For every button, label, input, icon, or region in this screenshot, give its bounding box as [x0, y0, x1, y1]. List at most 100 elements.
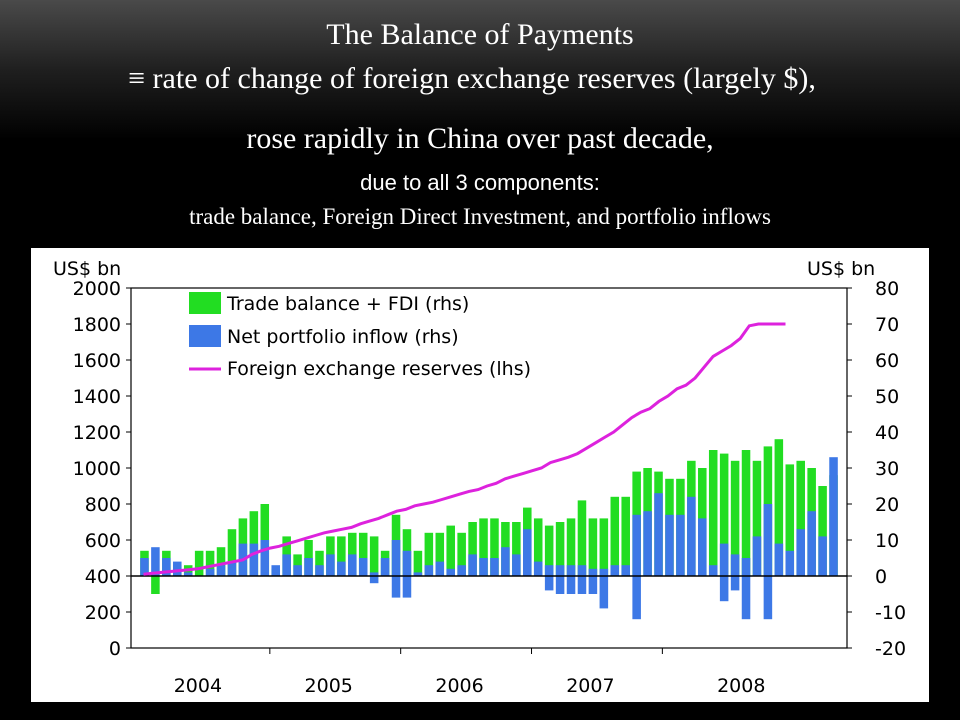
portfolio-bar [337, 561, 346, 576]
portfolio-bar [326, 554, 335, 576]
portfolio-bar [774, 543, 784, 576]
x-axis: 2004 2005 2006 2007 2008 [174, 648, 765, 697]
trade-fdi-bar [369, 536, 379, 576]
portfolio-bar [719, 543, 729, 576]
portfolio-outflow-bar [632, 576, 641, 620]
slide-subtitle-china: rose rapidly in China over past decade, [246, 122, 714, 155]
portfolio-bar [304, 558, 313, 576]
legend-label-reserves: Foreign exchange reserves (lhs) [227, 358, 531, 380]
portfolio-bar [293, 565, 302, 576]
right-tick-label: -20 [875, 638, 906, 660]
trade-fdi-bar [512, 522, 521, 576]
portfolio-bar [807, 511, 816, 576]
legend-swatch-trade [189, 292, 221, 314]
portfolio-bar [829, 457, 838, 576]
trade-fdi-bar [151, 576, 160, 594]
portfolio-outflow-bar [544, 576, 554, 591]
portfolio-bar [413, 572, 423, 576]
trade-fdi-bar [708, 450, 718, 576]
portfolio-bar [698, 518, 707, 576]
trade-fdi-bar [337, 536, 346, 576]
portfolio-bar [676, 514, 685, 576]
portfolio-outflow-bar [741, 576, 751, 620]
portfolio-bar [282, 554, 291, 576]
trade-fdi-bar [446, 525, 455, 576]
trade-fdi-bar [435, 532, 445, 576]
portfolio-bar [785, 550, 795, 576]
trade-fdi-bar [818, 486, 827, 576]
portfolio-bar [741, 558, 751, 576]
left-tick-label: 400 [85, 566, 121, 588]
right-tick-label: 60 [875, 350, 899, 372]
portfolio-outflow-bar [555, 576, 565, 594]
legend-label-portfolio: Net portfolio inflow (rhs) [227, 326, 459, 348]
portfolio-outflow-bar [402, 576, 412, 598]
portfolio-bar [610, 565, 620, 576]
trade-fdi-bar [621, 496, 630, 576]
portfolio-bar [162, 558, 171, 576]
portfolio-bar [205, 568, 215, 576]
left-tick-label: 600 [85, 530, 121, 552]
trade-fdi-bar [730, 460, 740, 576]
portfolio-bar [544, 565, 554, 576]
portfolio-bar [315, 565, 324, 576]
right-tick-label: 70 [875, 314, 899, 336]
left-tick-label: 1000 [73, 458, 121, 480]
trade-fdi-bar [194, 550, 204, 576]
trade-fdi-bar [479, 518, 488, 576]
portfolio-bar [730, 554, 740, 576]
trade-fdi-bar [413, 550, 423, 576]
trade-fdi-bar [566, 518, 576, 576]
x-tick-label: 2004 [174, 675, 222, 697]
trade-fdi-bar [555, 522, 565, 576]
portfolio-bar [479, 558, 488, 576]
trade-fdi-bar [249, 511, 259, 576]
portfolio-bar [227, 561, 237, 576]
trade-fdi-bar [577, 500, 587, 576]
trade-fdi-bar [315, 550, 324, 576]
portfolio-bar [577, 565, 587, 576]
portfolio-bar [654, 493, 663, 576]
portfolio-outflow-bar [763, 576, 773, 620]
portfolio-bar [391, 540, 401, 576]
x-tick-label: 2006 [435, 675, 483, 697]
trade-fdi-bar [358, 532, 368, 576]
portfolio-bar [632, 514, 641, 576]
portfolio-outflow-bar [588, 576, 598, 594]
portfolio-bar [523, 529, 532, 576]
portfolio-bar [643, 511, 652, 576]
portfolio-outflow-bar [719, 576, 729, 602]
portfolio-bar [796, 529, 805, 576]
right-tick-label: 50 [875, 386, 899, 408]
right-tick-label: 30 [875, 458, 899, 480]
portfolio-outflow-bar [391, 576, 401, 598]
trade-fdi-bar [533, 518, 543, 576]
portfolio-bar [665, 514, 674, 576]
portfolio-bar [621, 565, 630, 576]
left-tick-label: 800 [85, 494, 121, 516]
portfolio-bar [183, 572, 193, 576]
trade-fdi-bar [719, 453, 729, 576]
portfolio-bar [358, 558, 368, 576]
trade-fdi-bar [205, 550, 215, 576]
trade-fdi-bar [752, 460, 762, 576]
left-tick-label: 1600 [73, 350, 121, 372]
legend: Trade balance + FDI (rhs) Net portfolio … [189, 292, 531, 380]
left-tick-label: 0 [109, 638, 121, 660]
slide-subtitle-definition: ≡ rate of change of foreign exchange res… [128, 62, 816, 95]
portfolio-bar [457, 565, 466, 576]
portfolio-bar [260, 540, 270, 576]
left-tick-label: 200 [85, 602, 121, 624]
portfolio-bar [501, 547, 510, 576]
trade-fdi-bar [227, 529, 237, 576]
portfolio-bar [249, 543, 259, 576]
portfolio-bar [468, 554, 477, 576]
trade-fdi-bar [796, 460, 805, 576]
portfolio-outflow-bar [566, 576, 576, 594]
portfolio-bar [818, 536, 827, 576]
trade-fdi-bar [216, 547, 226, 576]
left-tick-label: 1800 [73, 314, 121, 336]
trade-fdi-bar [785, 464, 795, 576]
